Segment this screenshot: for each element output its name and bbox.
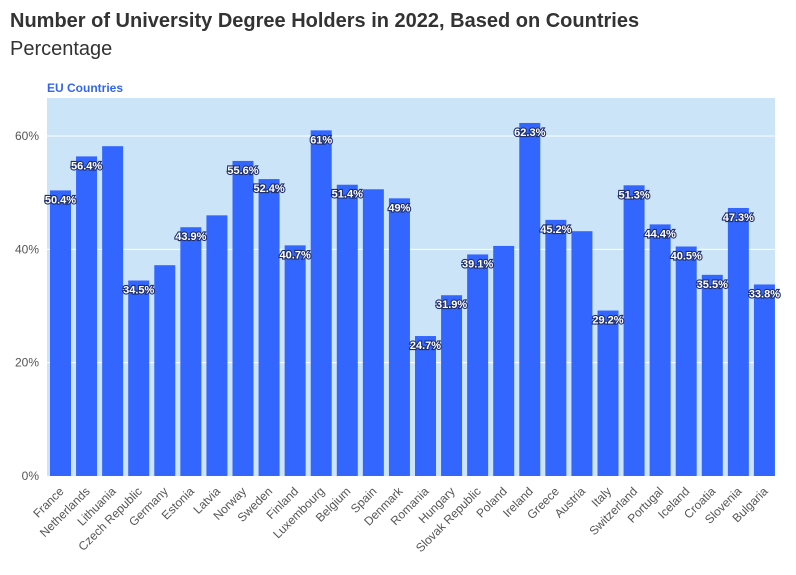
y-tick-label: 20% bbox=[15, 356, 39, 370]
bar bbox=[623, 185, 645, 477]
bar bbox=[128, 280, 150, 476]
bar bbox=[545, 219, 567, 476]
data-label: 39.1% bbox=[462, 258, 493, 270]
series-label: EU Countries bbox=[47, 81, 124, 95]
bar bbox=[753, 284, 775, 476]
bar bbox=[50, 190, 71, 476]
data-label: 49% bbox=[388, 202, 410, 214]
y-tick-label: 40% bbox=[15, 242, 39, 256]
chart-title: Number of University Degree Holders in 2… bbox=[10, 10, 640, 32]
bar bbox=[727, 207, 749, 476]
bar bbox=[415, 336, 436, 476]
bar bbox=[310, 130, 332, 477]
data-label: 62.3% bbox=[514, 127, 545, 139]
data-label: 56.4% bbox=[71, 160, 102, 172]
data-label: 40.5% bbox=[671, 251, 702, 263]
bar bbox=[206, 215, 228, 477]
data-label: 34.5% bbox=[123, 285, 154, 297]
bar bbox=[388, 198, 410, 477]
bar bbox=[284, 245, 306, 476]
bar bbox=[76, 156, 98, 476]
bar bbox=[336, 184, 358, 476]
data-label: 31.9% bbox=[436, 299, 467, 311]
chart-subtitle: Percentage bbox=[10, 38, 113, 60]
bar bbox=[493, 245, 515, 476]
bar bbox=[441, 295, 463, 476]
data-label: 29.2% bbox=[592, 315, 623, 327]
data-label: 47.3% bbox=[723, 212, 754, 224]
data-label: 52.4% bbox=[253, 183, 284, 195]
y-tick-label: 0% bbox=[22, 469, 40, 483]
bar bbox=[232, 160, 254, 476]
bar bbox=[180, 227, 202, 476]
data-label: 44.4% bbox=[645, 228, 676, 240]
data-label: 55.6% bbox=[227, 165, 258, 177]
bar bbox=[467, 254, 489, 476]
data-label: 24.7% bbox=[410, 340, 441, 352]
bar bbox=[258, 179, 280, 477]
bar bbox=[649, 224, 671, 476]
data-label: 61% bbox=[310, 134, 332, 146]
bar bbox=[571, 231, 593, 476]
bar bbox=[102, 146, 124, 476]
data-label: 51.4% bbox=[332, 189, 363, 201]
data-label: 35.5% bbox=[697, 279, 728, 291]
bar bbox=[675, 246, 697, 476]
data-label: 45.2% bbox=[540, 224, 571, 236]
bar bbox=[701, 274, 723, 476]
bar bbox=[154, 265, 176, 476]
data-label: 50.4% bbox=[45, 194, 76, 206]
data-label: 40.7% bbox=[280, 249, 311, 261]
data-label: 43.9% bbox=[175, 231, 206, 243]
data-label: 51.3% bbox=[618, 189, 649, 201]
data-label: 33.8% bbox=[749, 288, 780, 300]
bar bbox=[597, 310, 619, 476]
bar bbox=[519, 122, 541, 476]
bar bbox=[362, 189, 384, 476]
y-tick-label: 60% bbox=[15, 129, 39, 143]
